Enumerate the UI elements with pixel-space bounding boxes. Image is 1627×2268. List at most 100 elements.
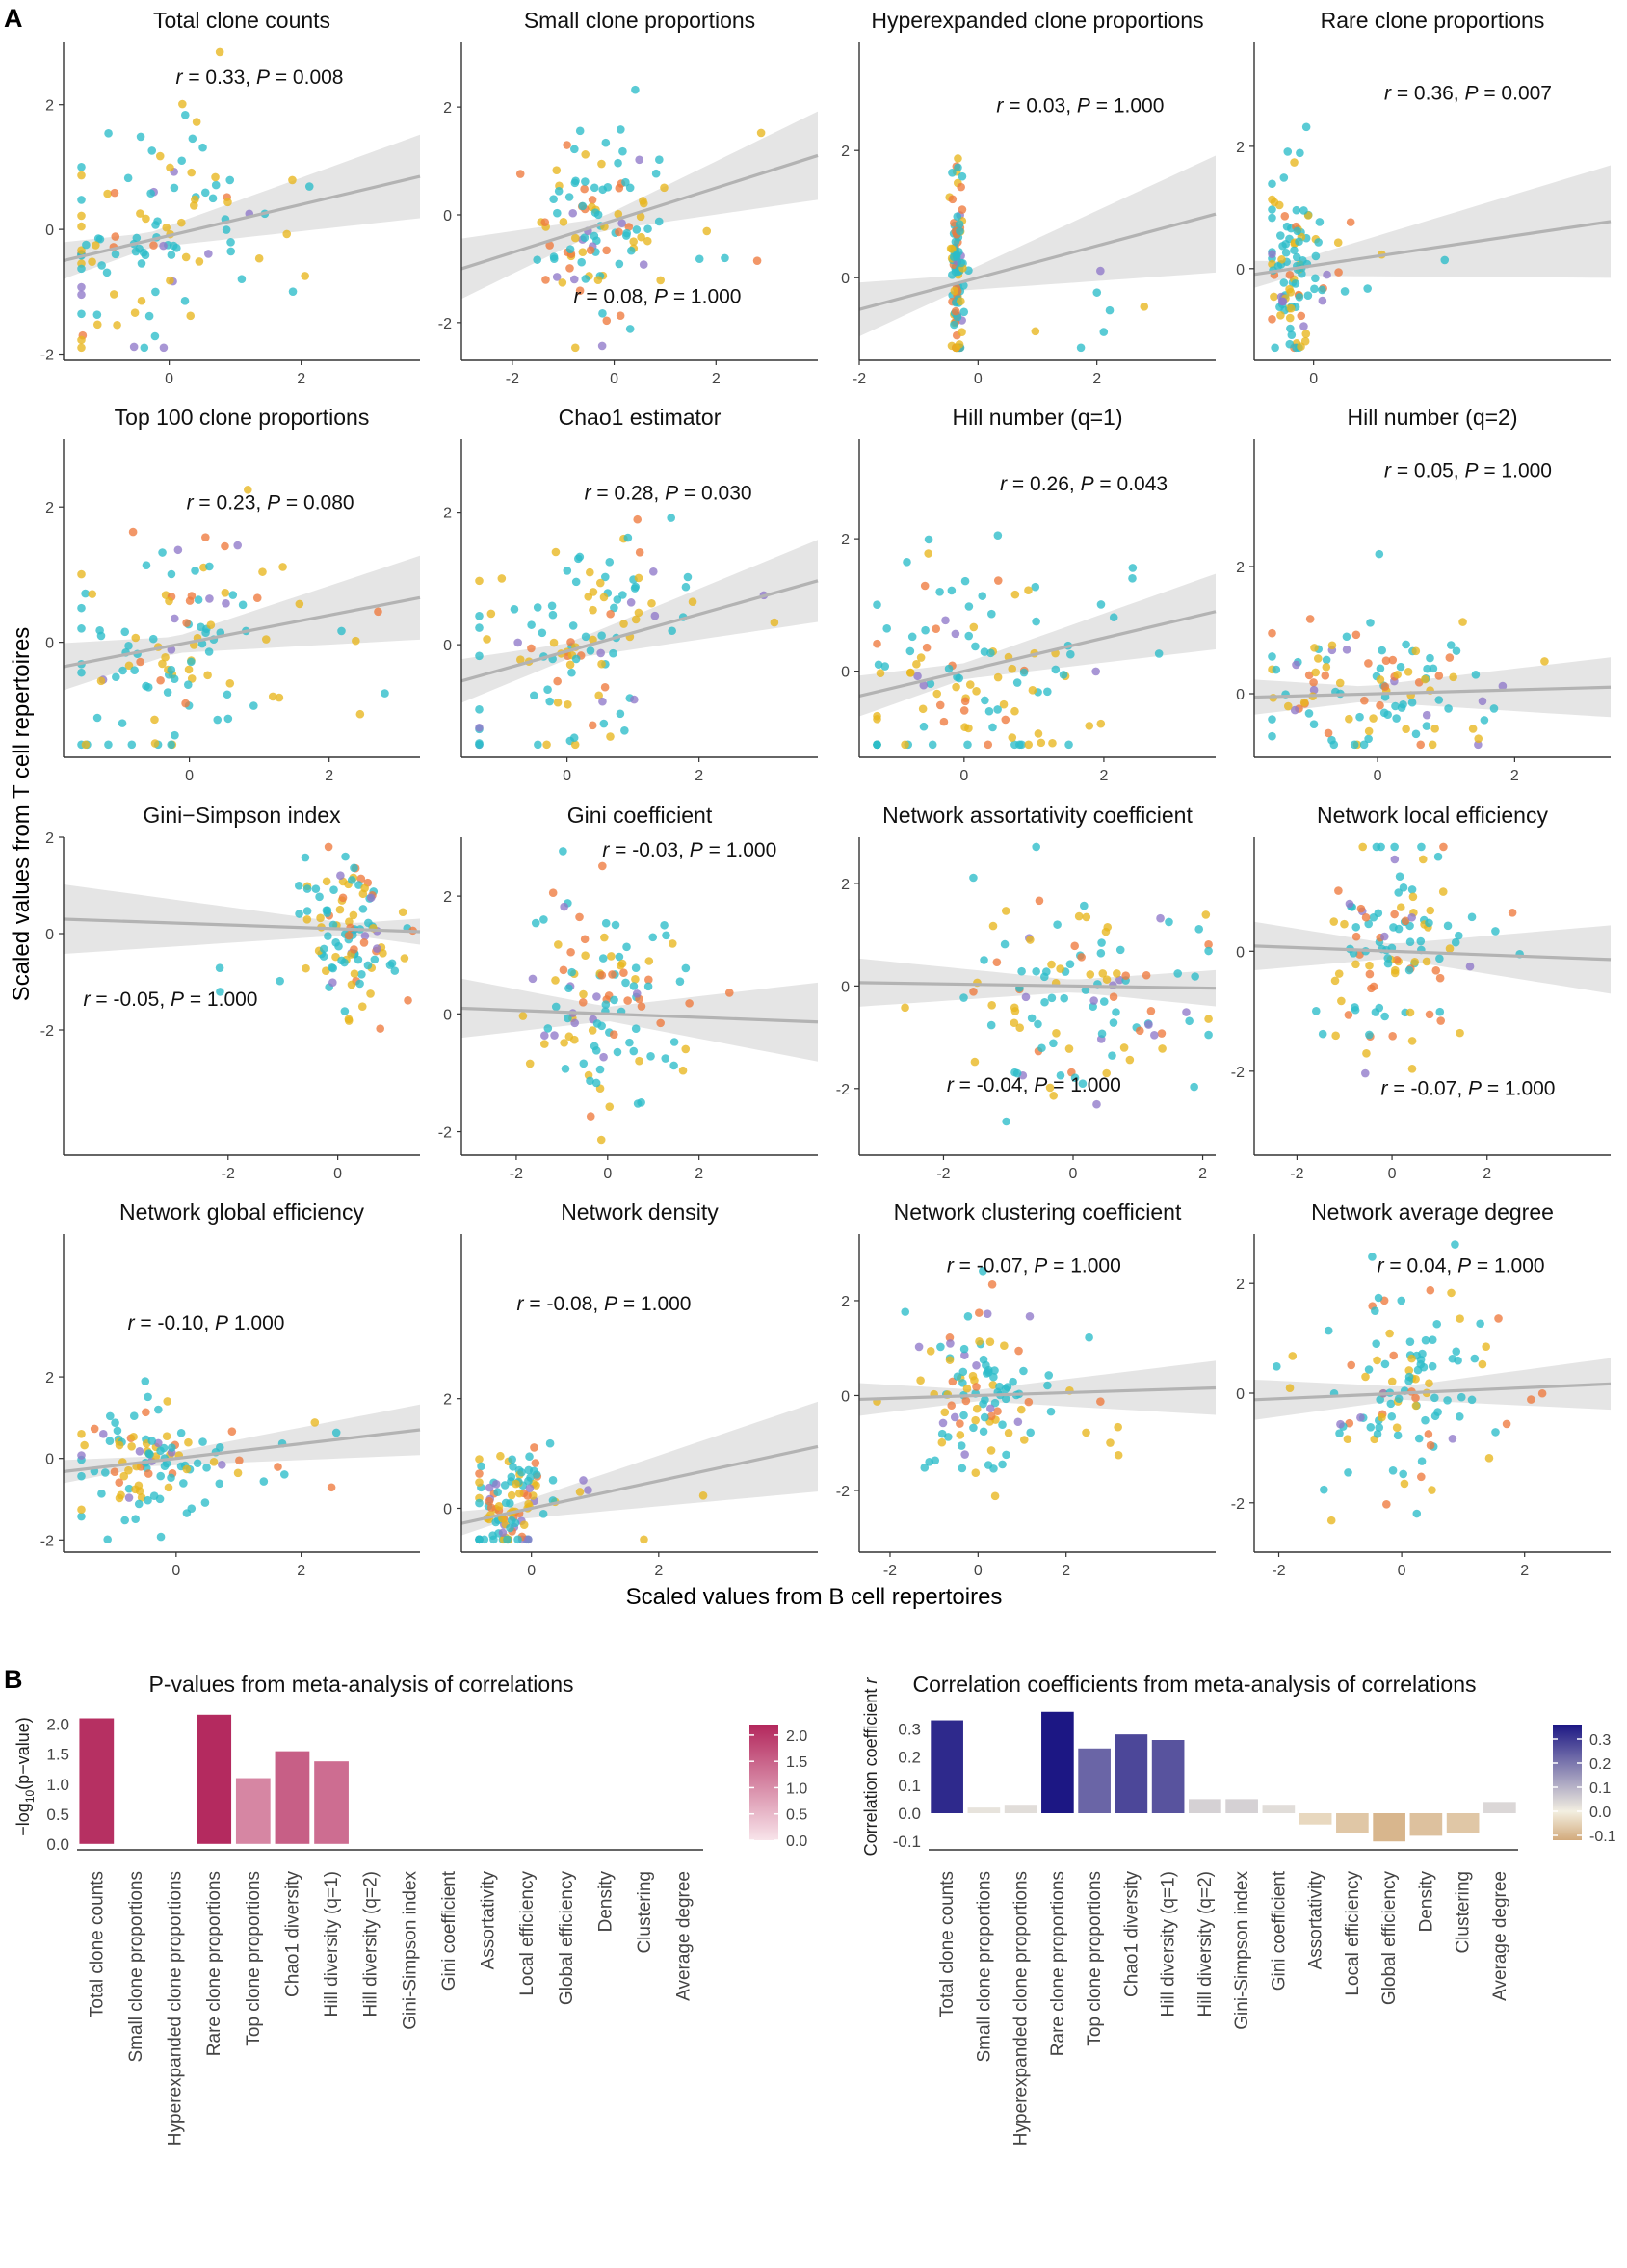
p-symbol: P xyxy=(1081,473,1094,495)
data-point xyxy=(475,1498,484,1508)
p-value: = 0.007 xyxy=(1479,82,1552,104)
data-point xyxy=(1279,278,1289,287)
data-point xyxy=(986,648,995,658)
data-point xyxy=(568,621,578,630)
data-point xyxy=(77,668,86,677)
data-point xyxy=(1380,682,1390,691)
data-point xyxy=(1537,1388,1547,1398)
data-point xyxy=(551,1002,561,1012)
data-point xyxy=(580,935,590,944)
data-point xyxy=(534,740,542,750)
data-point xyxy=(920,1464,930,1472)
data-point xyxy=(575,126,585,136)
category-label: Rare clone proportions xyxy=(204,1871,224,2056)
data-point xyxy=(1158,1044,1167,1053)
y-tick-label: 0 xyxy=(841,665,850,681)
data-point xyxy=(200,188,210,198)
data-point xyxy=(954,154,962,163)
data-point xyxy=(668,939,677,948)
bar xyxy=(1151,1740,1185,1813)
data-point xyxy=(962,1384,972,1393)
data-point xyxy=(475,576,484,586)
data-point xyxy=(1364,919,1374,929)
ylabel-prefix: −log xyxy=(13,1803,33,1836)
colorbar xyxy=(1553,1725,1582,1840)
data-point xyxy=(540,218,550,226)
data-point xyxy=(629,1046,639,1056)
x-tick-label: 0 xyxy=(563,768,571,784)
data-point xyxy=(497,574,507,583)
scatter-panel: Gini−Simpson index -2 0 -2 0 2 r = -0.05, P = … xyxy=(40,803,421,1182)
data-point xyxy=(1373,1429,1382,1438)
data-point xyxy=(985,1337,995,1346)
data-point xyxy=(986,1446,996,1455)
data-point xyxy=(302,915,312,924)
data-point xyxy=(952,682,960,692)
data-point xyxy=(1436,1016,1446,1025)
category-label: Top clone proportions xyxy=(244,1871,264,2046)
data-point xyxy=(662,931,670,940)
data-point xyxy=(873,639,881,648)
data-point xyxy=(216,988,224,996)
data-point xyxy=(963,740,972,750)
y-tick-label: 0 xyxy=(443,1501,452,1517)
panel-title: Total clone counts xyxy=(153,8,330,33)
data-point xyxy=(563,141,571,149)
data-point xyxy=(137,296,146,305)
colorbar-tick-label: 0.2 xyxy=(1589,1756,1611,1773)
data-point xyxy=(1044,1371,1054,1380)
x-tick-label: -2 xyxy=(883,1563,897,1579)
data-point xyxy=(475,723,484,732)
category-label: Hill diversity (q=2) xyxy=(1195,1871,1216,2017)
colorbar-tick-label: 1.5 xyxy=(786,1754,807,1771)
bar xyxy=(1004,1805,1037,1813)
data-point xyxy=(1377,842,1385,852)
data-point xyxy=(644,957,654,965)
data-point xyxy=(599,1052,608,1062)
bar xyxy=(1483,1802,1516,1813)
data-point xyxy=(586,567,594,577)
x-tick-label: 2 xyxy=(325,768,333,784)
data-point xyxy=(514,1489,524,1498)
data-point xyxy=(1335,678,1345,688)
category-label: Hyperexpanded clone proportions xyxy=(1011,1871,1032,2146)
r-symbol: r xyxy=(84,989,92,1011)
data-point xyxy=(203,671,212,680)
x-tick-label: 2 xyxy=(297,371,305,387)
data-point xyxy=(1031,327,1040,336)
r-symbol: r xyxy=(996,95,1004,118)
data-point xyxy=(93,234,103,243)
data-point xyxy=(1346,218,1355,226)
data-point xyxy=(667,514,675,522)
data-point xyxy=(1343,1435,1352,1443)
data-point xyxy=(979,1427,988,1437)
data-point xyxy=(486,1503,496,1513)
data-point xyxy=(1345,1418,1354,1428)
correlation-annotation: r = 0.04, P = 1.000 xyxy=(1378,1255,1545,1278)
p-value: 1.000 xyxy=(228,1312,284,1334)
data-point xyxy=(668,626,676,636)
data-point xyxy=(957,1441,966,1450)
data-point xyxy=(1279,173,1289,182)
data-point xyxy=(331,1428,341,1437)
data-point xyxy=(1125,1055,1135,1065)
data-point xyxy=(164,1483,173,1492)
data-point xyxy=(475,1535,484,1544)
data-point xyxy=(163,1397,172,1406)
data-point xyxy=(905,668,915,677)
data-point xyxy=(149,1491,159,1500)
data-point xyxy=(223,690,232,699)
trend-line xyxy=(1253,220,1612,277)
data-point xyxy=(978,592,987,600)
data-point xyxy=(1399,1469,1407,1479)
data-point xyxy=(1276,311,1285,320)
bar xyxy=(1041,1711,1074,1813)
data-point xyxy=(475,1469,484,1478)
data-point xyxy=(1273,1361,1281,1371)
y-axis-title: Scaled values from T cell repertoires xyxy=(9,627,35,1002)
r-value: = 0.36, xyxy=(1391,82,1464,104)
data-point xyxy=(1096,266,1105,276)
data-point xyxy=(1366,619,1375,627)
data-point xyxy=(142,214,150,224)
p-value: = 0.008 xyxy=(270,66,343,89)
